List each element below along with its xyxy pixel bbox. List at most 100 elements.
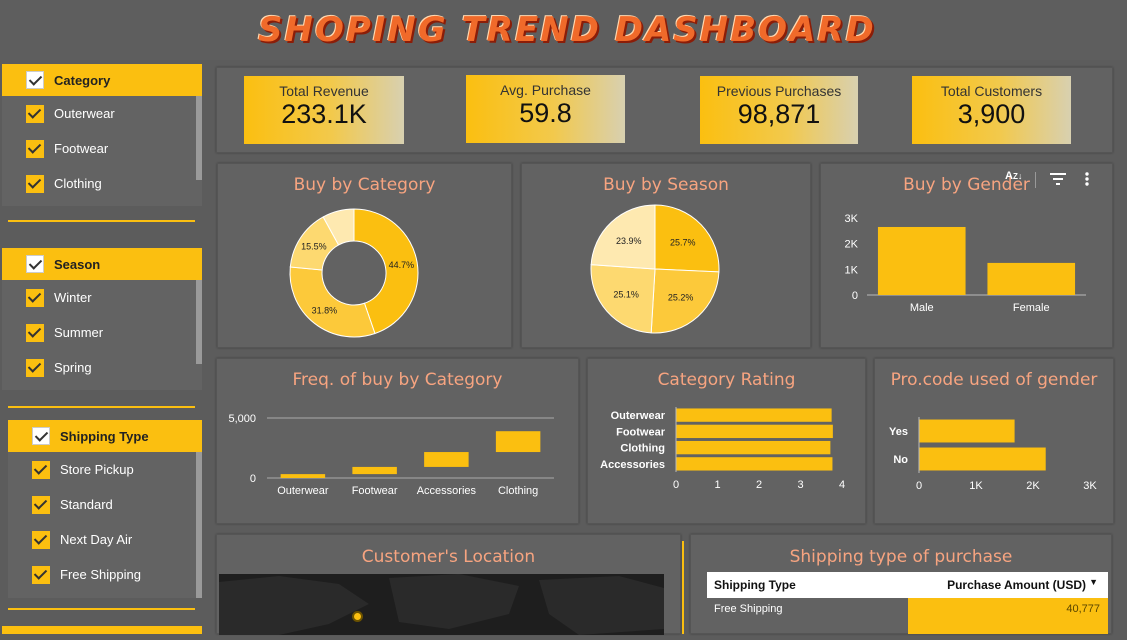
x-tick-label: Footwear (352, 485, 398, 497)
location-map[interactable] (219, 574, 664, 635)
shipping-filter-header[interactable]: Shipping Type (8, 420, 202, 452)
panel-title: Freq. of buy by Category (292, 370, 503, 390)
checkbox-icon[interactable] (32, 565, 50, 584)
shipping-filter-label: Shipping Type (60, 428, 149, 444)
scrollbar[interactable] (196, 452, 202, 598)
panel-title: Buy by Season (603, 175, 729, 195)
category-rating-panel: Category Rating Outerwear Footwear Clothin… (587, 358, 866, 524)
checkbox-icon[interactable] (26, 358, 44, 377)
bar (919, 419, 1015, 443)
amount-bar (908, 598, 1108, 634)
slice-label: 25.1% (613, 289, 639, 299)
slice-label: 44.7% (389, 260, 415, 270)
filter-item-spring[interactable]: Spring (2, 350, 202, 385)
promo-bar-chart: Yes No 0 1K 2K 3K (889, 417, 1097, 492)
bar (280, 474, 326, 478)
checkbox-icon[interactable] (26, 104, 44, 123)
pie-slice (590, 264, 656, 334)
buy-by-season-panel: Buy by Season 25.7% 25.2% 25.1% 23.9% (521, 163, 811, 348)
panel-title: Pro.code used of gender (890, 370, 1098, 390)
checkbox-icon[interactable] (32, 460, 50, 479)
buy-by-gender-panel: Buy by Gender AZ↓ 0 1K 2K 3K Male Female (820, 163, 1113, 348)
filter-item-store-pickup[interactable]: Store Pickup (8, 452, 202, 487)
x-tick-label: 3K (1083, 480, 1097, 492)
divider (682, 541, 684, 634)
dashboard-title: SHOPING TREND DASHBOARD (258, 10, 876, 50)
filter-icon[interactable] (1049, 172, 1067, 186)
gender-bar-chart: 0 1K 2K 3K Male Female (845, 213, 1086, 314)
y-tick-label: 0 (852, 290, 858, 302)
filter-item-next-day-air[interactable]: Next Day Air (8, 522, 202, 557)
kpi-label: Total Customers (940, 83, 1043, 99)
pie-slice (353, 208, 419, 335)
filter-item-clothing[interactable]: Clothing (2, 166, 202, 201)
filter-item-free-shipping[interactable]: Free Shipping (8, 557, 202, 592)
y-tick-label: 0 (250, 473, 256, 485)
scrollbar[interactable] (196, 280, 202, 364)
scrollbar[interactable] (196, 96, 202, 180)
x-tick-label: 0 (673, 479, 679, 491)
x-tick-label: Female (1013, 302, 1050, 314)
bar (919, 447, 1046, 471)
kpi-total-customers: Total Customers 3,900 (912, 76, 1071, 144)
slice-label: 25.2% (668, 293, 694, 303)
x-tick-label: Accessories (417, 485, 477, 497)
pie-slice (590, 204, 656, 270)
filter-item-label: Summer (54, 325, 104, 340)
table-cell: Free Shipping (714, 603, 783, 615)
checkbox-icon[interactable] (32, 427, 50, 445)
checkbox-icon[interactable] (26, 255, 44, 273)
season-filter-header[interactable]: Season (2, 248, 202, 280)
pie-slice (654, 204, 720, 273)
customer-location-panel: Customer's Location (216, 534, 681, 635)
column-header-shipping-type[interactable]: Shipping Type (714, 578, 796, 592)
checkbox-icon[interactable] (26, 139, 44, 158)
slice-label: 31.8% (312, 306, 338, 316)
filter-item-label: Winter (54, 290, 92, 305)
kpi-label: Avg. Purchase (500, 82, 591, 98)
checkbox-icon[interactable] (32, 495, 50, 514)
sort-az-icon[interactable]: AZ↓ (1005, 170, 1023, 182)
filter-item-label: Footwear (54, 141, 109, 156)
slice-label: 23.9% (616, 236, 642, 246)
filter-item-standard[interactable]: Standard (8, 487, 202, 522)
filter-sidebar: Category Outerwear Footwear Clothing Sea… (0, 60, 205, 634)
y-tick-label: 2K (845, 239, 859, 251)
y-tick-label: Outerwear (611, 410, 666, 422)
category-filter-header[interactable]: Category (2, 64, 202, 96)
filter-item-outerwear[interactable]: Outerwear (2, 96, 202, 131)
location-marker[interactable] (352, 611, 363, 622)
bar (676, 440, 831, 455)
checkbox-icon[interactable] (32, 530, 50, 549)
panel-title: Category Rating (657, 370, 796, 390)
table-row[interactable]: Free Shipping 40,777 (707, 598, 1108, 634)
panel-title: Buy by Category (293, 175, 436, 195)
category-filter: Category Outerwear Footwear Clothing (2, 64, 202, 206)
more-vert-icon[interactable] (1083, 171, 1091, 187)
filter-item-winter[interactable]: Winter (2, 280, 202, 315)
filter-item-footwear[interactable]: Footwear (2, 131, 202, 166)
map-land-shapes (219, 574, 664, 635)
freq-waterfall-chart: 0 5,000 Outerwear Footwear Accessories Clothi… (228, 413, 554, 497)
slice-label: 25.7% (670, 237, 696, 247)
kpi-value: 98,871 (737, 99, 821, 129)
checkbox-icon[interactable] (26, 288, 44, 307)
filter-item-label: Store Pickup (60, 462, 134, 477)
next-filter-header[interactable] (2, 626, 202, 634)
y-tick-label: Yes (889, 426, 908, 438)
bar (676, 408, 832, 422)
checkbox-icon[interactable] (26, 323, 44, 342)
pie-slice (650, 268, 720, 334)
sort-desc-icon[interactable]: ▼ (1089, 577, 1098, 587)
freq-by-category-panel: Freq. of buy by Category 0 5,000 Outerwear… (216, 358, 579, 524)
filter-item-label: Next Day Air (60, 532, 133, 547)
checkbox-icon[interactable] (26, 71, 44, 89)
bar (987, 262, 1076, 295)
filter-item-summer[interactable]: Summer (2, 315, 202, 350)
x-tick-label: 2K (1026, 480, 1040, 492)
kpi-value: 3,900 (957, 99, 1026, 129)
column-header-purchase-amount[interactable]: Purchase Amount (USD) (947, 578, 1086, 592)
checkbox-icon[interactable] (26, 174, 44, 193)
kpi-panel: Total Revenue 233.1K Avg. Purchase 59.8 … (216, 67, 1113, 153)
x-tick-label: 1 (714, 479, 720, 491)
